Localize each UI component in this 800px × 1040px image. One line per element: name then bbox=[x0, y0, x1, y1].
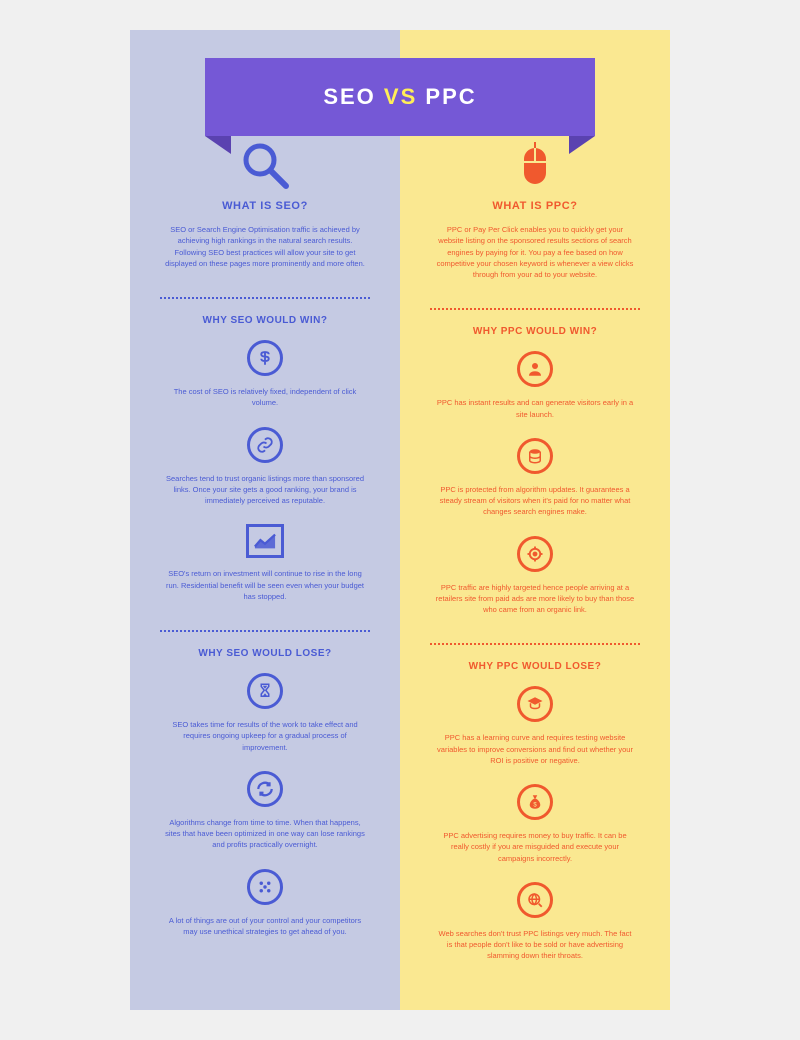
ppc-win-2: PPC is protected from algorithm updates.… bbox=[435, 484, 635, 518]
ppc-intro: PPC or Pay Per Click enables you to quic… bbox=[435, 224, 635, 280]
ppc-win-1: PPC has instant results and can generate… bbox=[435, 397, 635, 420]
seo-what-heading: WHAT IS SEO? bbox=[222, 200, 308, 212]
divider bbox=[430, 643, 640, 645]
divider bbox=[430, 308, 640, 310]
columns: WHAT IS SEO? SEO or Search Engine Optimi… bbox=[130, 30, 670, 1010]
link-icon bbox=[247, 427, 283, 463]
title-banner: SEO VS PPC bbox=[205, 58, 595, 136]
dollar-icon bbox=[247, 340, 283, 376]
divider bbox=[160, 297, 370, 299]
hourglass-icon bbox=[247, 673, 283, 709]
ppc-win-3: PPC traffic are highly targeted hence pe… bbox=[435, 582, 635, 616]
person-icon bbox=[517, 351, 553, 387]
seo-lose-2: Algorithms change from time to time. Whe… bbox=[165, 817, 365, 851]
seo-intro: SEO or Search Engine Optimisation traffi… bbox=[165, 224, 365, 269]
seo-win-2: Searches tend to trust organic listings … bbox=[165, 473, 365, 507]
dots-icon bbox=[247, 869, 283, 905]
ppc-what-heading: WHAT IS PPC? bbox=[492, 200, 577, 212]
ppc-lose-3: Web searches don't trust PPC listings ve… bbox=[435, 928, 635, 962]
seo-lose-1: SEO takes time for results of the work t… bbox=[165, 719, 365, 753]
seo-lose-3: A lot of things are out of your control … bbox=[165, 915, 365, 938]
cycle-icon bbox=[247, 771, 283, 807]
infographic-root: SEO VS PPC WHAT IS SEO? SEO or Search En… bbox=[130, 30, 670, 1010]
ppc-column: WHAT IS PPC? PPC or Pay Per Click enable… bbox=[400, 30, 670, 1010]
ppc-win-heading: WHY PPC WOULD WIN? bbox=[473, 326, 597, 337]
seo-column: WHAT IS SEO? SEO or Search Engine Optimi… bbox=[130, 30, 400, 1010]
crosshair-icon bbox=[517, 536, 553, 572]
ppc-lose-2: PPC advertising requires money to buy tr… bbox=[435, 830, 635, 864]
seo-win-heading: WHY SEO WOULD WIN? bbox=[203, 315, 328, 326]
banner-ppc: PPC bbox=[425, 84, 476, 109]
seo-win-1: The cost of SEO is relatively fixed, ind… bbox=[165, 386, 365, 409]
banner-seo: SEO bbox=[323, 84, 375, 109]
mouse-icon bbox=[510, 140, 560, 190]
growth-chart-icon bbox=[246, 524, 284, 558]
database-icon bbox=[517, 438, 553, 474]
money-bag-icon: $ bbox=[517, 784, 553, 820]
graduate-icon bbox=[517, 686, 553, 722]
banner-vs: VS bbox=[384, 84, 417, 109]
seo-win-3: SEO's return on investment will continue… bbox=[165, 568, 365, 602]
divider bbox=[160, 630, 370, 632]
seo-lose-heading: WHY SEO WOULD LOSE? bbox=[198, 648, 331, 659]
ppc-lose-1: PPC has a learning curve and requires te… bbox=[435, 732, 635, 766]
magnifier-icon bbox=[240, 140, 290, 190]
banner-title: SEO VS PPC bbox=[323, 84, 476, 110]
ppc-lose-heading: WHY PPC WOULD LOSE? bbox=[469, 661, 602, 672]
